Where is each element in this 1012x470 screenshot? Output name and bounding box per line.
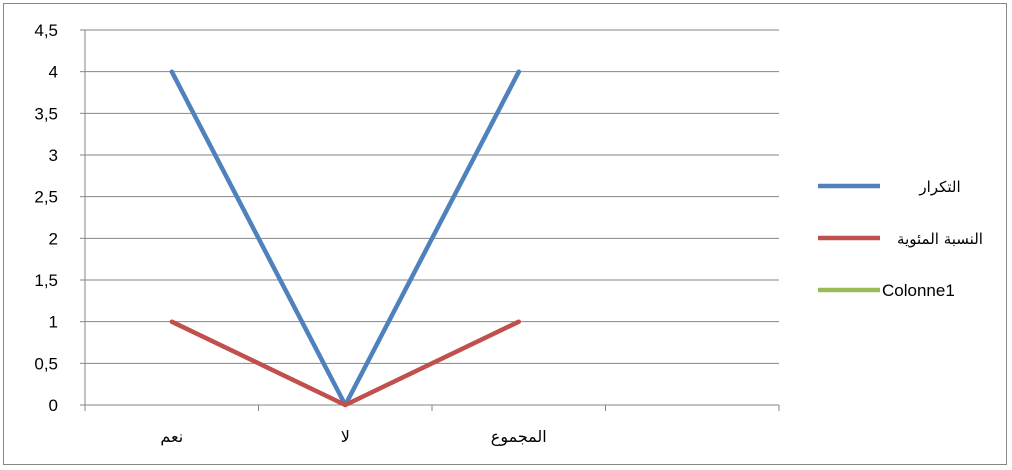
y-tick-label: 2 (49, 229, 58, 248)
series-lines (169, 69, 522, 408)
y-tick-label: 3,5 (34, 104, 58, 123)
y-axis-ticks: 0 0,5 1 1,5 2 2,5 3 3,5 4 4,5 (34, 21, 85, 415)
series-line-1 (169, 319, 522, 408)
axes (84, 30, 779, 406)
chart-frame (3, 3, 1007, 465)
legend-label: التكرار (918, 178, 960, 196)
x-tick-label: المجموع (491, 427, 547, 447)
gridlines (85, 29, 779, 364)
y-tick-label: 4,5 (34, 21, 58, 40)
legend: التكرار النسبة المئوية Colonne1 (818, 178, 983, 300)
y-tick-label: 2,5 (34, 188, 58, 207)
y-tick-label: 4 (49, 63, 58, 82)
y-tick-label: 0 (49, 396, 58, 415)
y-tick-label: 1 (49, 313, 58, 332)
y-tick-label: 3 (49, 146, 58, 165)
legend-label: Colonne1 (882, 281, 955, 300)
y-tick-label: 0,5 (34, 354, 58, 373)
x-tick-label: نعم (160, 427, 183, 446)
x-tick-label: لا (341, 427, 350, 446)
x-axis-ticks: نعم لا المجموع (84, 405, 780, 447)
legend-label: النسبة المئوية (897, 230, 983, 248)
y-tick-label: 1,5 (34, 271, 58, 290)
